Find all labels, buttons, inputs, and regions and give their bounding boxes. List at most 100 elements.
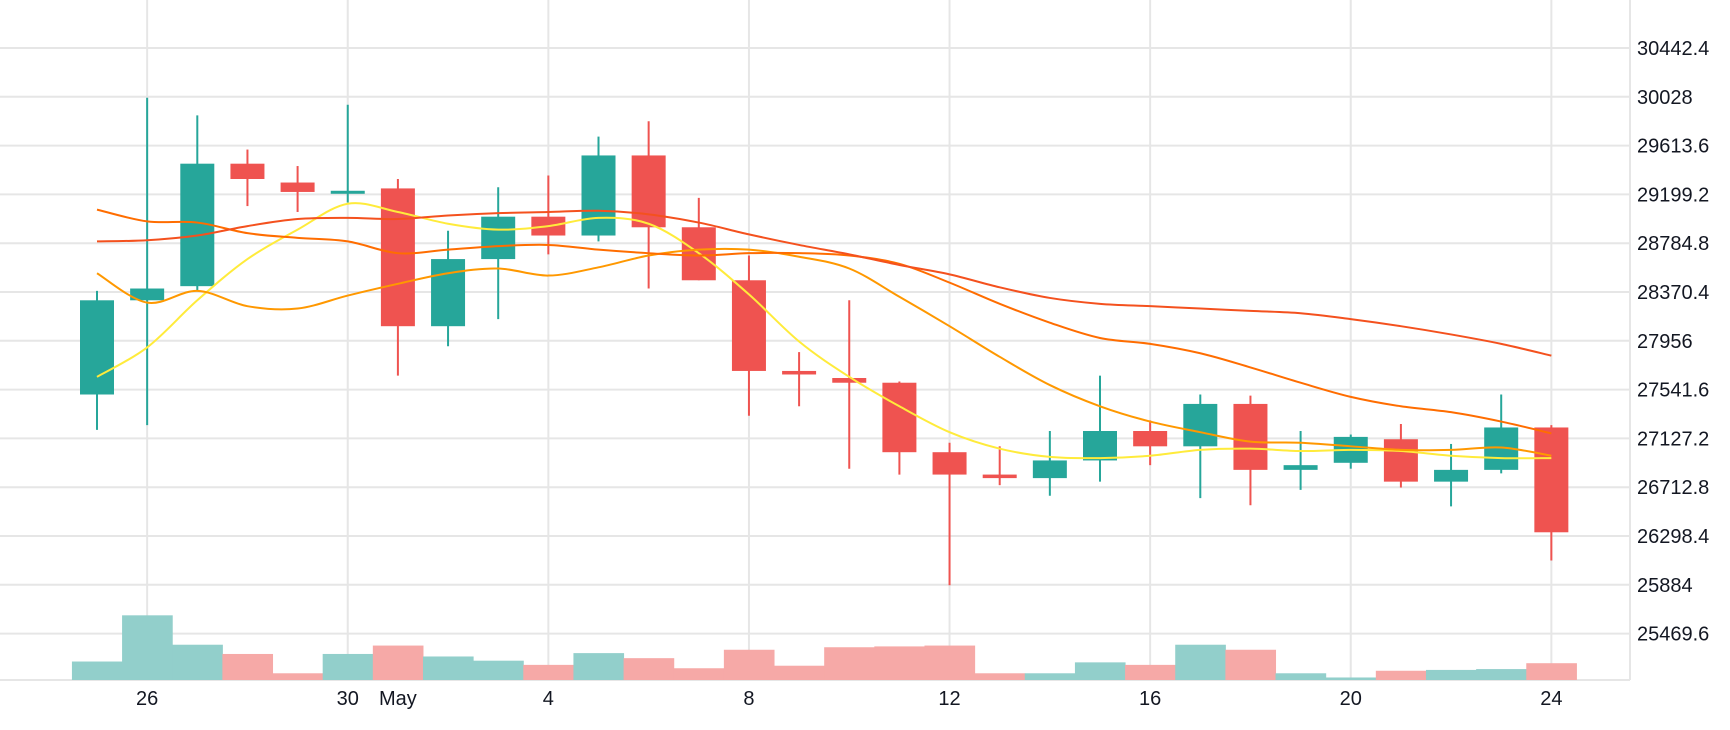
price-tick-label: 26712.8 xyxy=(1637,477,1709,499)
volume-bar xyxy=(723,649,775,680)
volume-bar xyxy=(1074,662,1126,680)
price-tick-label: 29613.6 xyxy=(1637,136,1709,158)
volume-bar xyxy=(1375,670,1427,680)
moving-averages xyxy=(96,202,1552,460)
time-tick-label: 8 xyxy=(743,688,754,710)
candle[interactable] xyxy=(130,97,165,426)
time-tick-label: 30 xyxy=(337,688,359,710)
time-axis[interactable]: 26 30 May 4 8 12 16 20 24 xyxy=(136,688,1562,710)
candle-body xyxy=(1283,465,1318,470)
price-axis[interactable]: 30442.4 30028 29613.6 29199.2 28784.8 28370.4… xyxy=(1637,38,1709,646)
candle-body xyxy=(581,155,616,236)
candle-body xyxy=(1183,403,1218,447)
candle-body xyxy=(230,163,265,179)
volume-bar xyxy=(172,644,223,680)
candle-body xyxy=(932,452,967,475)
volume-bar xyxy=(573,653,625,680)
candle[interactable] xyxy=(1183,394,1218,499)
candle-body xyxy=(1133,431,1168,447)
volume-bar xyxy=(1425,669,1477,680)
candle-body xyxy=(832,378,867,383)
volume-bars xyxy=(71,615,1577,680)
candle[interactable] xyxy=(431,230,466,347)
volume-bar xyxy=(122,615,173,680)
moving-average-line xyxy=(96,247,1552,457)
candle-body xyxy=(1032,460,1067,479)
grid xyxy=(0,0,1631,681)
volume-bar xyxy=(422,656,474,680)
moving-average-line xyxy=(96,202,1552,460)
volume-bar xyxy=(372,645,424,680)
volume-bar xyxy=(774,665,825,680)
candle-body xyxy=(1434,469,1469,482)
price-tick-label: 27127.2 xyxy=(1637,428,1709,450)
volume-bar xyxy=(874,646,925,680)
candle-body xyxy=(982,474,1017,479)
price-tick-label: 27956 xyxy=(1637,331,1693,353)
candle-body xyxy=(431,259,466,327)
candle-body xyxy=(1534,427,1569,533)
candle[interactable] xyxy=(330,104,365,203)
candle-body xyxy=(330,190,365,194)
volume-bar xyxy=(1526,663,1577,680)
candle[interactable] xyxy=(230,149,265,207)
candle[interactable] xyxy=(1534,425,1569,561)
candle[interactable] xyxy=(982,446,1017,486)
candle-body xyxy=(481,216,516,260)
volume-bar xyxy=(623,658,675,680)
candle[interactable] xyxy=(832,300,867,469)
candle-body xyxy=(280,182,315,192)
candles xyxy=(80,97,1569,586)
candle[interactable] xyxy=(1333,434,1368,469)
volume-bar xyxy=(1225,649,1277,680)
volume-bar xyxy=(523,664,574,680)
time-tick-label: 12 xyxy=(938,688,960,710)
candle-body xyxy=(882,382,917,453)
volume-bar xyxy=(272,673,324,680)
candle[interactable] xyxy=(581,136,616,242)
volume-bar xyxy=(322,653,374,680)
candle[interactable] xyxy=(1283,431,1318,490)
candle[interactable] xyxy=(932,442,967,586)
price-tick-label: 26298.4 xyxy=(1637,526,1709,548)
candle[interactable] xyxy=(681,197,716,281)
candle[interactable] xyxy=(1434,443,1469,507)
candle-body xyxy=(80,300,114,395)
volume-bar xyxy=(1275,673,1327,680)
candle[interactable] xyxy=(280,166,315,212)
volume-bar xyxy=(924,645,976,680)
candle[interactable] xyxy=(731,255,766,416)
candle[interactable] xyxy=(80,290,114,430)
volume-bar xyxy=(673,668,725,680)
time-tick-label: 16 xyxy=(1139,688,1161,710)
moving-average-line xyxy=(96,208,1552,435)
price-tick-label: 25469.6 xyxy=(1637,624,1709,646)
candle[interactable] xyxy=(1233,395,1268,506)
time-tick-label: 24 xyxy=(1540,688,1562,710)
candle[interactable] xyxy=(1083,375,1117,482)
volume-bar xyxy=(1175,644,1226,680)
candle-body xyxy=(1383,439,1418,482)
price-tick-label: 25884 xyxy=(1637,575,1693,597)
time-tick-label: 20 xyxy=(1340,688,1362,710)
volume-bar xyxy=(1125,664,1176,680)
candle[interactable] xyxy=(782,352,817,407)
candle[interactable] xyxy=(180,115,215,291)
candle[interactable] xyxy=(1383,423,1418,488)
price-tick-label: 30442.4 xyxy=(1637,38,1709,60)
candle[interactable] xyxy=(1133,420,1168,466)
candle[interactable] xyxy=(1484,394,1519,474)
price-tick-label: 29199.2 xyxy=(1637,184,1709,206)
candle[interactable] xyxy=(882,381,917,475)
candle-body xyxy=(130,288,165,301)
time-tick-label: 4 xyxy=(543,688,554,710)
price-tick-label: 27541.6 xyxy=(1637,380,1709,402)
candle[interactable] xyxy=(481,187,516,320)
candle[interactable] xyxy=(1032,431,1067,496)
volume-bar xyxy=(71,661,123,680)
time-tick-label: May xyxy=(379,688,417,710)
volume-bar xyxy=(1024,673,1076,680)
moving-average-line xyxy=(96,209,1552,357)
